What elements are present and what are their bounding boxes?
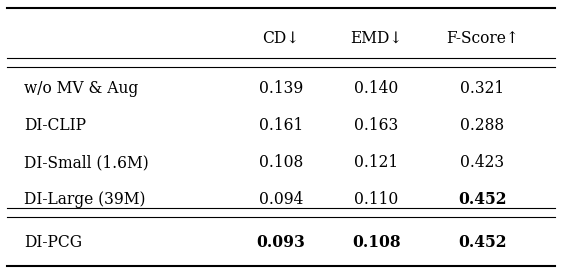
Text: 0.139: 0.139 [259,80,303,96]
Text: 0.163: 0.163 [354,117,398,134]
Text: 0.110: 0.110 [354,191,398,208]
Text: 0.161: 0.161 [259,117,303,134]
Text: 0.108: 0.108 [352,234,400,251]
Text: 0.452: 0.452 [458,234,506,251]
Text: 0.094: 0.094 [259,191,303,208]
Text: w/o MV & Aug: w/o MV & Aug [24,80,138,96]
Text: F-Score↑: F-Score↑ [446,30,519,47]
Text: 0.140: 0.140 [354,80,398,96]
Text: 0.423: 0.423 [460,154,504,171]
Text: 0.321: 0.321 [460,80,504,96]
Text: 0.093: 0.093 [257,234,305,251]
Text: 0.108: 0.108 [259,154,303,171]
Text: DI-CLIP: DI-CLIP [24,117,86,134]
Text: DI-Large (39M): DI-Large (39M) [24,191,145,208]
Text: CD↓: CD↓ [262,30,300,47]
Text: DI-PCG: DI-PCG [24,234,82,251]
Text: 0.452: 0.452 [458,191,506,208]
Text: 0.121: 0.121 [354,154,398,171]
Text: EMD↓: EMD↓ [350,30,402,47]
Text: 0.288: 0.288 [460,117,504,134]
Text: DI-Small (1.6M): DI-Small (1.6M) [24,154,148,171]
